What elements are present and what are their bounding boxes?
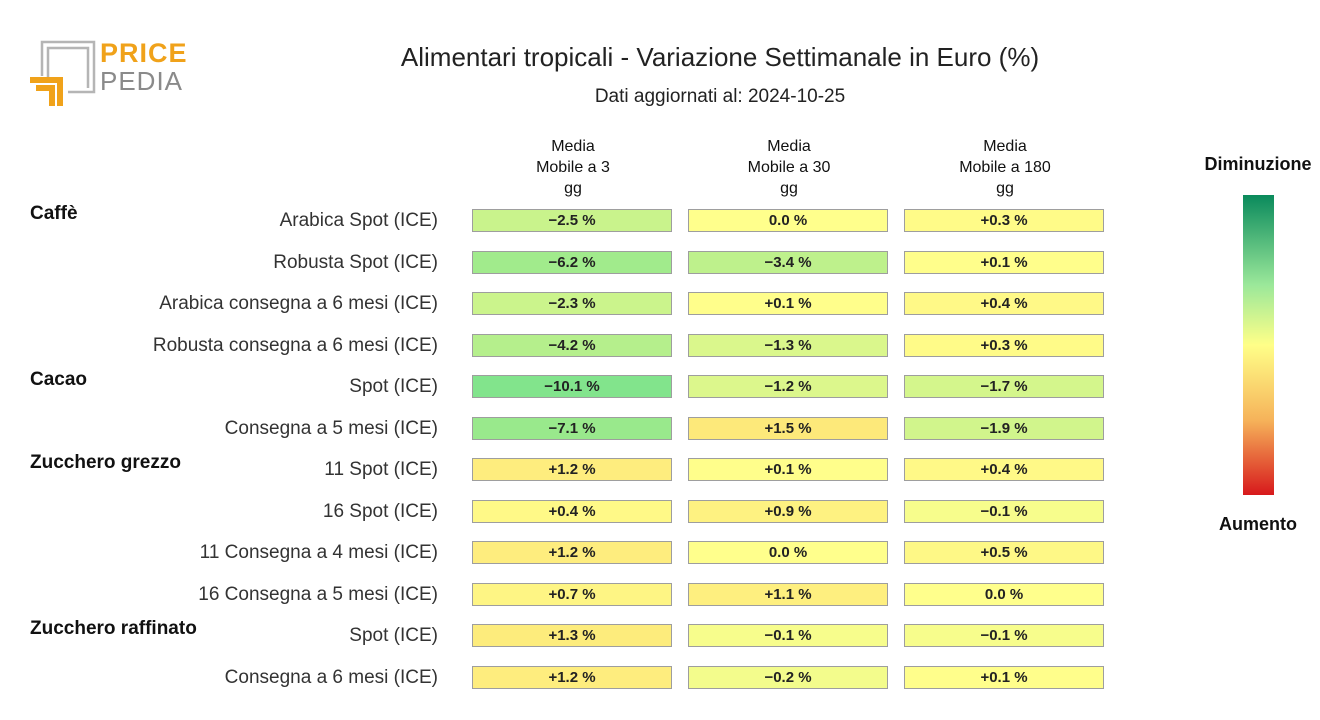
row-label: 11 Consegna a 4 mesi (ICE) bbox=[199, 542, 438, 563]
row-label: Robusta Spot (ICE) bbox=[273, 251, 438, 273]
heatmap-cell: +0.9 % bbox=[688, 499, 888, 523]
group-label: Cacao bbox=[30, 369, 88, 390]
heatmap-cell: −1.2 % bbox=[688, 375, 888, 398]
heatmap-cell: 0.0 % bbox=[688, 541, 888, 564]
heatmap-cell: +1.2 % bbox=[472, 541, 672, 564]
logo-mark-icon bbox=[30, 40, 96, 106]
heatmap-cell: −0.1 % bbox=[688, 624, 888, 647]
row-label: Consegna a 5 mesi (ICE) bbox=[224, 417, 438, 439]
chart-subtitle: Dati aggiornati al: 2024-10-25 bbox=[594, 86, 846, 107]
heatmap-cell: +0.1 % bbox=[904, 665, 1104, 689]
group-label: Zucchero raffinato bbox=[30, 618, 197, 639]
heatmap-cell: −0.2 % bbox=[688, 665, 888, 689]
heatmap-cell: +0.4 % bbox=[904, 458, 1104, 481]
color-scale-legend bbox=[1243, 195, 1274, 495]
heatmap-cell: −2.5 % bbox=[472, 209, 672, 232]
heatmap-cell: +0.3 % bbox=[904, 209, 1104, 232]
column-header-ma3: Media Mobile a 3 gg bbox=[536, 138, 610, 197]
row-label: Spot (ICE) bbox=[349, 625, 438, 646]
row-label: 11 Spot (ICE) bbox=[324, 459, 438, 480]
legend-bottom-label: Aumento bbox=[1219, 514, 1297, 534]
heatmap-cell: +0.7 % bbox=[472, 582, 672, 606]
group-label: Caffè bbox=[30, 203, 78, 224]
heatmap-cell: +0.1 % bbox=[904, 250, 1104, 274]
row-label: 16 Spot (ICE) bbox=[322, 500, 438, 522]
heatmap-cell: −2.3 % bbox=[472, 292, 672, 315]
pricepedia-logo: PRICE PEDIA bbox=[28, 36, 188, 112]
column-header-ma30: Media Mobile a 30 gg bbox=[747, 138, 831, 197]
heatmap-cell: −1.3 % bbox=[688, 333, 888, 357]
row-label: 16 Consegna a 5 mesi (ICE) bbox=[198, 583, 438, 605]
row-label: Consegna a 6 mesi (ICE) bbox=[224, 666, 438, 688]
group-label: Zucchero grezzo bbox=[30, 452, 181, 473]
heatmap-cell: +0.1 % bbox=[688, 292, 888, 315]
heatmap-cell: −6.2 % bbox=[472, 250, 672, 274]
row-label: Arabica Spot (ICE) bbox=[279, 210, 438, 231]
heatmap-cell: +0.4 % bbox=[472, 499, 672, 523]
heatmap-cell: −1.7 % bbox=[904, 375, 1104, 398]
column-header-ma180: Media Mobile a 180 gg bbox=[959, 138, 1051, 197]
heatmap-cell: −1.9 % bbox=[904, 416, 1104, 440]
legend-top-label: Diminuzione bbox=[1204, 154, 1312, 174]
heatmap-cell: +1.2 % bbox=[472, 458, 672, 481]
heatmap-cell: −10.1 % bbox=[472, 375, 672, 398]
heatmap-cell: −0.1 % bbox=[904, 624, 1104, 647]
heatmap-cell: +1.3 % bbox=[472, 624, 672, 647]
heatmap-cell: +1.1 % bbox=[688, 582, 888, 606]
logo-text-price: PRICE bbox=[100, 38, 188, 68]
heatmap-cell: +0.5 % bbox=[904, 541, 1104, 564]
heatmap-cell: +1.2 % bbox=[472, 665, 672, 689]
chart-title: Alimentari tropicali - Variazione Settim… bbox=[400, 42, 1040, 72]
logo-text-pedia: PEDIA bbox=[100, 66, 184, 96]
heatmap-cell: +1.5 % bbox=[688, 416, 888, 440]
row-label: Arabica consegna a 6 mesi (ICE) bbox=[159, 293, 438, 314]
heatmap-cell: −4.2 % bbox=[472, 333, 672, 357]
heatmap-cell: −3.4 % bbox=[688, 250, 888, 274]
heatmap-cell: −0.1 % bbox=[904, 499, 1104, 523]
heatmap-cell: +0.1 % bbox=[688, 458, 888, 481]
heatmap-cell: +0.4 % bbox=[904, 292, 1104, 315]
heatmap-cell: 0.0 % bbox=[904, 582, 1104, 606]
row-label: Robusta consegna a 6 mesi (ICE) bbox=[152, 334, 438, 356]
heatmap-cell: 0.0 % bbox=[688, 209, 888, 232]
heatmap-cell: −7.1 % bbox=[472, 416, 672, 440]
heatmap-cell: +0.3 % bbox=[904, 333, 1104, 357]
row-label: Spot (ICE) bbox=[349, 376, 438, 397]
